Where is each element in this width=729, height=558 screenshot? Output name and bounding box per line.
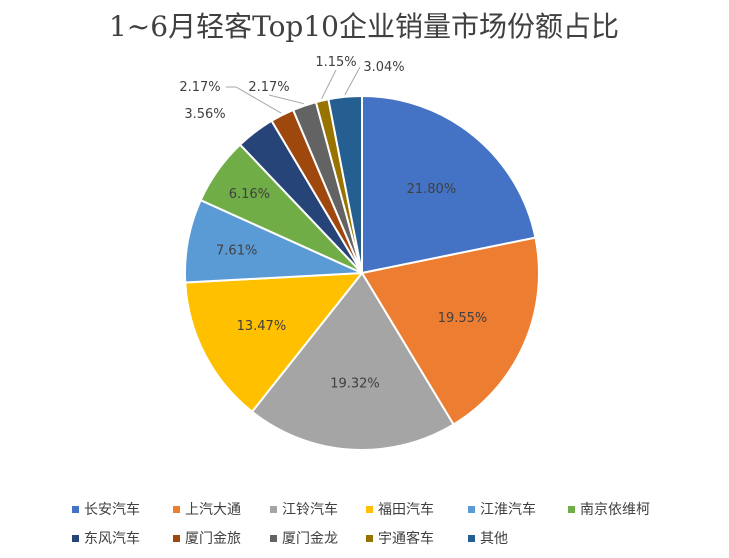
legend-label-9: 厦门金龙 [282, 531, 338, 547]
data-label-5: 7.61% [216, 244, 257, 259]
pie-slice-11 [327, 94, 363, 274]
legend-swatch-10 [366, 535, 373, 542]
chart-title: 1~6月轻客Top10企业销量市场份额占比 [109, 10, 619, 43]
data-label-7: 3.56% [184, 107, 225, 122]
legend-label-11: 其他 [480, 531, 508, 547]
legend-label-3: 江铃汽车 [282, 501, 338, 518]
legend-label-2: 上汽大通 [185, 502, 241, 518]
leader-lines [226, 66, 361, 114]
pie-slice-1 [361, 94, 537, 275]
data-label-6: 6.16% [229, 187, 270, 202]
leader-line-10 [321, 69, 337, 99]
legend-swatch-5 [468, 506, 475, 513]
data-label-4: 13.47% [237, 319, 287, 334]
legend-swatch-2 [173, 506, 180, 513]
data-label-9: 2.17% [248, 80, 289, 95]
pie-slice-4 [184, 271, 365, 414]
legend-swatch-3 [270, 506, 277, 513]
leader-line-9 [268, 94, 304, 105]
data-label-8: 2.17% [179, 80, 220, 95]
legend-label-4: 福田汽车 [378, 501, 434, 518]
legend-swatch-7 [72, 535, 79, 542]
legend-swatch-6 [568, 506, 575, 513]
data-label-1: 21.80% [407, 182, 457, 197]
legend-swatch-1 [72, 506, 79, 513]
data-label-10: 1.15% [315, 55, 356, 70]
legend-swatch-9 [270, 535, 277, 542]
legend-label-1: 长安汽车 [84, 501, 140, 518]
legend-label-8: 厦门金旅 [185, 531, 241, 547]
leader-line-8 [226, 86, 282, 114]
legend-swatch-4 [366, 506, 373, 513]
legend-swatch-8 [173, 535, 180, 542]
legend-label-6: 南京依维柯 [580, 502, 650, 518]
leader-line-11 [344, 66, 361, 96]
pie-slice-3 [250, 271, 455, 451]
pie-slices [184, 94, 540, 451]
data-labels: 21.80% 19.55% 19.32% 13.47% 7.61% 6.16% 3.56% 2… [179, 55, 487, 392]
pie-slice-2 [360, 236, 540, 426]
data-label-3: 19.32% [330, 377, 380, 392]
data-label-2: 19.55% [438, 311, 488, 326]
legend-label-5: 江淮汽车 [480, 501, 536, 518]
legend-swatch-11 [468, 535, 475, 542]
data-label-11: 3.04% [363, 60, 404, 75]
legend-label-7: 东风汽车 [84, 530, 140, 547]
legend-label-10: 宇通客车 [378, 530, 434, 547]
